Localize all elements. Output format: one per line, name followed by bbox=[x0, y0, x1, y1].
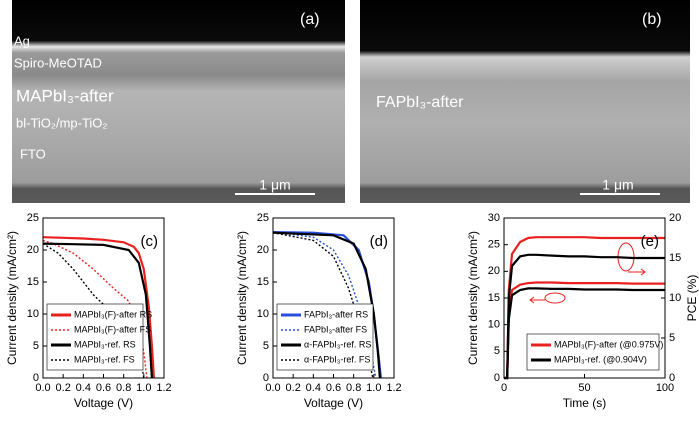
y-tick-label: 0 bbox=[494, 372, 500, 384]
panel-label: (a) bbox=[300, 11, 320, 28]
panel-label: (c) bbox=[141, 233, 159, 250]
y-tick-label: 10 bbox=[257, 308, 269, 320]
data-line bbox=[42, 236, 155, 379]
x-tick-label: 0.4 bbox=[306, 382, 321, 394]
y2-tick-label: 0 bbox=[669, 372, 675, 384]
x-tick-label: 0 bbox=[501, 382, 507, 394]
legend-label: MAPbI₃(F)-after (@0.975V) bbox=[554, 339, 663, 349]
layer-label: FAPbI₃-after bbox=[376, 94, 464, 111]
legend-label: α-FAPbI₃-ref. FS bbox=[304, 354, 370, 364]
y-tick-label: 0 bbox=[263, 372, 269, 384]
legend-label: MAPbI₃(F)-after RS bbox=[74, 309, 152, 319]
y-tick-label: 20 bbox=[257, 244, 269, 256]
x-tick-label: 0.8 bbox=[116, 382, 131, 394]
y-tick-label: 20 bbox=[488, 265, 500, 277]
y-tick-label: 25 bbox=[488, 239, 500, 251]
x-tick-label: 1.2 bbox=[156, 382, 171, 394]
layer-label: bl-TiO₂/mp-TiO₂ bbox=[16, 115, 107, 130]
annotation-arrow bbox=[628, 268, 646, 276]
legend-label: FAPbI₃-after RS bbox=[304, 309, 368, 319]
panel-label: (b) bbox=[642, 11, 662, 28]
data-line bbox=[504, 287, 665, 380]
x-axis-label: Voltage (V) bbox=[74, 396, 133, 410]
y-tick-label: 15 bbox=[488, 292, 500, 304]
data-line bbox=[42, 242, 153, 379]
x-tick-label: 0.6 bbox=[96, 382, 111, 394]
y2-tick-label: 20 bbox=[669, 212, 681, 224]
sem-image-b: (b) FAPbI₃-after 1 μm bbox=[360, 0, 690, 203]
scale-bar-label: 1 μm bbox=[259, 177, 290, 193]
y2-tick-label: 5 bbox=[669, 332, 675, 344]
legend-label: MAPbI₃(F)-after FS bbox=[74, 324, 151, 334]
y-tick-label: 20 bbox=[27, 244, 39, 256]
plot-frame bbox=[272, 217, 395, 379]
data-line bbox=[504, 253, 665, 380]
sem-image-a: (a) Ag Spiro-MeOTAD MAPbI₃-after bl-TiO₂… bbox=[12, 0, 345, 203]
panel-label: (e) bbox=[641, 233, 659, 250]
x-tick-label: 1.2 bbox=[386, 382, 401, 394]
data-line bbox=[272, 232, 374, 379]
plot-frame bbox=[503, 217, 666, 379]
layer-label: FTO bbox=[20, 146, 46, 161]
x-tick-label: 100 bbox=[656, 382, 674, 394]
scale-bar-label: 1 μm bbox=[602, 177, 633, 193]
y-tick-label: 30 bbox=[488, 212, 500, 224]
layer-label: MAPbI₃-after bbox=[16, 86, 114, 105]
legend-label: FAPbI₃-after FS bbox=[304, 324, 367, 334]
y-axis-label: Current density (mA/cm²) bbox=[235, 231, 249, 365]
y2-axis-label: PCE (%) bbox=[685, 275, 699, 322]
y2-tick-label: 15 bbox=[669, 252, 681, 264]
y-tick-label: 5 bbox=[33, 340, 39, 352]
sem-photo bbox=[12, 0, 345, 203]
y-axis-label: Current density (mA/cm²) bbox=[5, 231, 19, 365]
y-tick-label: 10 bbox=[27, 308, 39, 320]
x-axis-label: Voltage (V) bbox=[304, 396, 363, 410]
y-tick-label: 25 bbox=[257, 212, 269, 224]
x-tick-label: 0.8 bbox=[346, 382, 361, 394]
y-tick-label: 5 bbox=[494, 345, 500, 357]
data-line bbox=[272, 231, 377, 379]
y-axis-label: Current density (mA/cm²) bbox=[466, 231, 480, 365]
data-line bbox=[272, 231, 381, 379]
layer-label: Spiro-MeOTAD bbox=[14, 55, 102, 70]
y-tick-label: 25 bbox=[27, 212, 39, 224]
x-tick-label: 50 bbox=[578, 382, 590, 394]
y2-tick-label: 10 bbox=[669, 292, 681, 304]
data-line bbox=[42, 243, 145, 379]
legend-label: MAPbI₃-ref. FS bbox=[74, 354, 135, 364]
y-tick-label: 15 bbox=[257, 276, 269, 288]
panel-label: (d) bbox=[370, 233, 388, 250]
y-tick-label: 5 bbox=[263, 340, 269, 352]
annotation-arrow bbox=[529, 296, 545, 304]
y-tick-label: 15 bbox=[27, 276, 39, 288]
x-tick-label: 0.0 bbox=[35, 382, 50, 394]
x-axis-label: Time (s) bbox=[563, 396, 607, 410]
legend-box bbox=[526, 333, 660, 371]
y-tick-label: 10 bbox=[488, 319, 500, 331]
legend-label: MAPbI₃-ref. RS bbox=[74, 339, 136, 349]
x-tick-label: 0.0 bbox=[265, 382, 280, 394]
x-tick-label: 1.0 bbox=[366, 382, 381, 394]
layer-label: Ag bbox=[14, 33, 30, 48]
y-tick-label: 0 bbox=[33, 372, 39, 384]
x-tick-label: 0.4 bbox=[76, 382, 91, 394]
x-tick-label: 0.2 bbox=[286, 382, 301, 394]
sem-photo bbox=[360, 0, 690, 203]
x-tick-label: 0.2 bbox=[56, 382, 71, 394]
legend-label: MAPbI₃-ref. (@0.904V) bbox=[554, 354, 647, 364]
plot-frame bbox=[42, 217, 165, 379]
x-tick-label: 0.6 bbox=[326, 382, 341, 394]
annotation-ellipse bbox=[544, 292, 566, 304]
x-tick-label: 1.0 bbox=[136, 382, 151, 394]
legend-label: α-FAPbI₃-ref. RS bbox=[304, 339, 371, 349]
